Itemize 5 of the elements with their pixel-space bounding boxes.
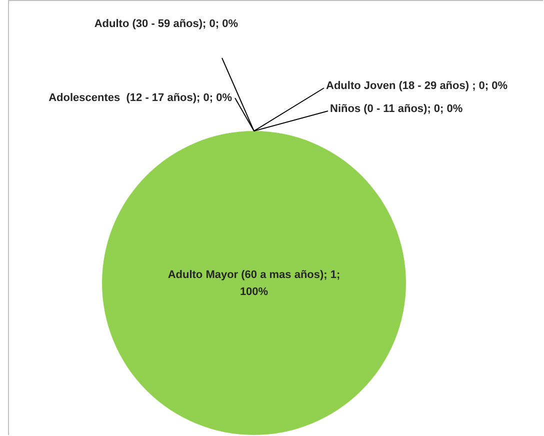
slice-label: Adulto Mayor (60 a mas años); 1; 100% — [168, 269, 340, 298]
category-label: Niños (0 - 11 años); 0; 0% — [330, 103, 463, 116]
category-label: Adulto Joven (18 - 29 años) ; 0; 0% — [326, 80, 508, 92]
category-label: Adolescentes (12 - 17 años); 0; 0% — [48, 92, 232, 104]
category-label: Adulto (30 - 59 años); 0; 0% — [94, 18, 238, 30]
